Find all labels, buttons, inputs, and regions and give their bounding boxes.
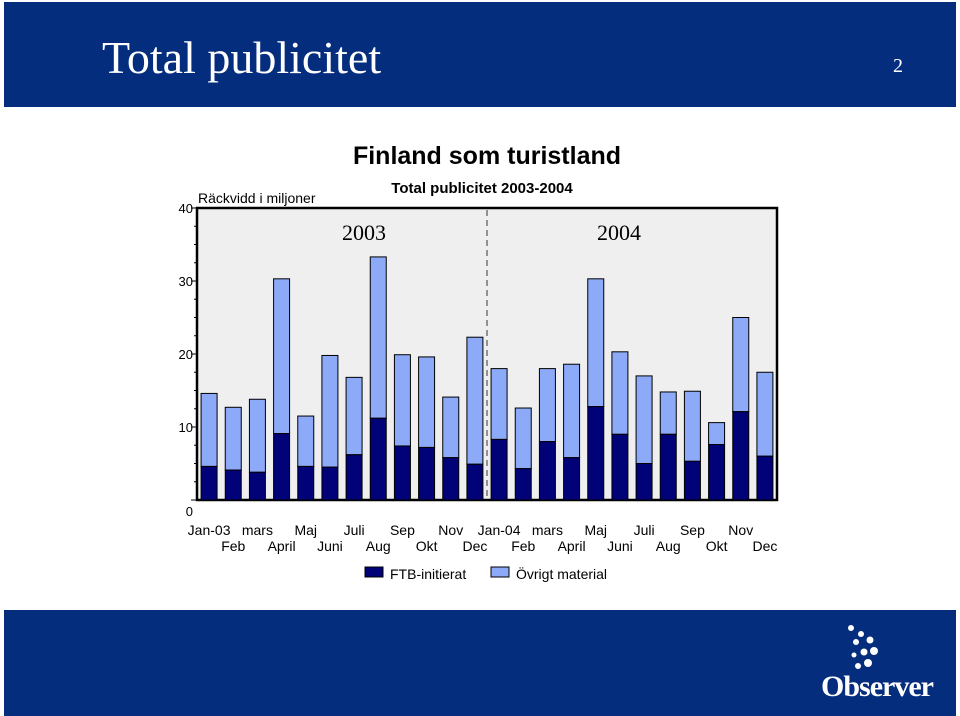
x-tick-label: mars: [242, 522, 273, 538]
bar-ftb: [587, 406, 605, 501]
bar-ftb: [756, 455, 774, 501]
bar-ovrigt: [659, 391, 677, 435]
bar-ovrigt: [466, 336, 484, 465]
bar-ftb: [248, 471, 266, 501]
bar-ftb: [514, 468, 532, 501]
x-tick-label: Nov: [438, 522, 463, 538]
x-tick-label: Okt: [416, 538, 438, 554]
bar-ftb: [611, 433, 629, 501]
observer-logo: Observer: [818, 625, 936, 705]
x-tick-label: Nov: [728, 522, 753, 538]
x-tick-label: Sep: [390, 522, 415, 538]
bar-ovrigt: [369, 256, 387, 419]
bar-ovrigt: [273, 278, 291, 435]
bar-ovrigt: [200, 392, 218, 467]
x-tick-label: Dec: [462, 538, 487, 554]
x-tick-label: April: [558, 538, 586, 554]
bar-ftb: [683, 460, 701, 501]
bar-ftb: [200, 465, 218, 501]
bar-ovrigt: [611, 351, 629, 435]
bar-ftb: [273, 433, 291, 501]
bar-ovrigt: [490, 368, 508, 440]
x-tick-label: Juni: [607, 538, 633, 554]
slide-title: Total publicitet: [102, 32, 382, 83]
bar-ovrigt: [248, 398, 266, 473]
bar-ovrigt: [418, 356, 436, 448]
y-tick-label: 0: [186, 504, 193, 519]
x-tick-label: Sep: [680, 522, 705, 538]
x-tick-label: Aug: [366, 538, 391, 554]
legend-label-ftb: FTB-initierat: [390, 566, 466, 582]
y-tick-label: 30: [179, 274, 193, 289]
slide-number: 2: [893, 55, 903, 77]
bar-ftb: [393, 445, 411, 501]
x-tick-label: Feb: [511, 538, 535, 554]
bar-ovrigt: [297, 415, 315, 467]
bar-ovrigt: [224, 406, 242, 471]
chart: Finland som turistland Total publicitet 2…: [179, 142, 779, 582]
year-label: 2004: [597, 220, 641, 245]
x-tick-label: Juni: [317, 538, 343, 554]
y-tick-label: 10: [179, 420, 193, 435]
bar-ftb: [635, 463, 653, 501]
bar-ovrigt: [345, 376, 363, 456]
x-tick-label: Jan-03: [188, 522, 231, 538]
bar-ovrigt: [538, 368, 556, 443]
x-tick-label: Dec: [752, 538, 777, 554]
bar-ftb: [490, 438, 508, 501]
bar-ovrigt: [442, 396, 460, 459]
x-tick-label: Maj: [294, 522, 317, 538]
y-tick-label: 20: [179, 347, 193, 362]
y-tick-label: 40: [179, 201, 193, 216]
bar-ovrigt: [514, 407, 532, 470]
bar-ftb: [369, 417, 387, 501]
bar-ovrigt: [732, 317, 750, 413]
logo-dots-icon: [848, 625, 878, 669]
bar-ovrigt: [563, 363, 581, 459]
bar-ftb: [442, 457, 460, 501]
bar-ftb: [563, 457, 581, 501]
slide-footer: [4, 610, 956, 716]
bar-ovrigt: [635, 375, 653, 464]
slide-header: [4, 2, 956, 107]
year-label: 2003: [342, 220, 386, 245]
x-tick-label: Juli: [344, 522, 365, 538]
x-tick-label: April: [268, 538, 296, 554]
bar-ovrigt: [683, 390, 701, 462]
bar-ftb: [538, 441, 556, 501]
chart-title: Finland som turistland: [353, 142, 621, 170]
bar-ftb: [345, 454, 363, 501]
bar-ftb: [321, 466, 339, 501]
bar-ovrigt: [393, 354, 411, 447]
x-tick-label: Juli: [634, 522, 655, 538]
x-tick-label: Okt: [706, 538, 728, 554]
bar-ftb: [297, 465, 315, 501]
bar-ftb: [708, 444, 726, 501]
x-tick-label: Maj: [584, 522, 607, 538]
bar-ovrigt: [321, 354, 339, 468]
x-tick-label: Feb: [221, 538, 245, 554]
x-tick-label: Jan-04: [478, 522, 521, 538]
bar-ftb: [732, 411, 750, 501]
bar-ftb: [466, 463, 484, 501]
bar-ftb: [224, 469, 242, 501]
legend-label-ovrigt: Övrigt material: [516, 565, 607, 582]
logo-text: Observer: [821, 670, 934, 703]
x-tick-label: mars: [532, 522, 563, 538]
legend-swatch-ftb: [364, 566, 384, 578]
x-tick-label: Aug: [656, 538, 681, 554]
bar-ftb: [659, 433, 677, 501]
bar-ovrigt: [587, 278, 605, 408]
bar-ftb: [418, 446, 436, 501]
y-axis-label: Räckvidd i miljoner: [198, 190, 316, 206]
legend-swatch-ovrigt: [490, 566, 510, 578]
bar-ovrigt: [756, 371, 774, 457]
chart-subtitle: Total publicitet 2003-2004: [391, 180, 573, 197]
bar-ovrigt: [708, 422, 726, 446]
